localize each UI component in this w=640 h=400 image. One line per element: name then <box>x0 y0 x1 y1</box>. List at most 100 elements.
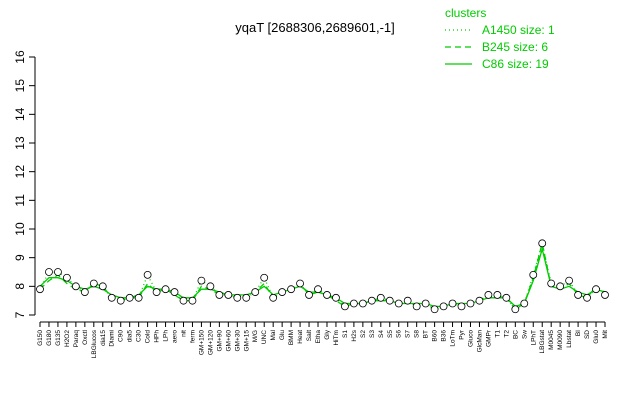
data-point <box>116 296 125 305</box>
data-point <box>197 276 206 285</box>
data-point <box>215 291 224 299</box>
x-tick-label: S4 <box>378 330 385 338</box>
data-point <box>170 288 179 296</box>
data-point <box>89 279 98 288</box>
cluster-line <box>39 243 606 311</box>
x-tick-label: M/G <box>252 330 259 342</box>
legend-label: A1450 size: 1 <box>482 23 555 37</box>
x-tick-label: M0090 <box>557 330 564 350</box>
data-point <box>448 299 457 308</box>
x-tick-label: S3 <box>369 330 376 338</box>
y-tick-label: 16 <box>13 50 27 64</box>
data-point <box>36 285 44 294</box>
data-point <box>125 293 134 302</box>
data-point <box>385 296 394 305</box>
data-point <box>341 302 349 311</box>
x-tick-label: Salt <box>306 330 313 341</box>
data-point <box>529 270 538 279</box>
data-point <box>63 273 71 282</box>
data-point <box>296 279 304 288</box>
data-point <box>287 285 296 294</box>
x-tick-label: GM+15 <box>243 330 250 352</box>
x-tick-label: B36 <box>441 330 448 342</box>
x-tick-label: nit <box>180 330 187 337</box>
x-tick-label: LoTm <box>450 330 457 347</box>
data-point <box>367 296 376 305</box>
data-point <box>269 293 278 302</box>
x-tick-label: G150 <box>37 330 44 346</box>
data-point <box>358 299 367 308</box>
x-tick-label: HiTm <box>333 330 340 346</box>
data-point <box>278 288 287 296</box>
x-tick-label: S1 <box>342 330 349 338</box>
x-tick-label: BC <box>512 330 519 339</box>
data-point <box>349 299 358 308</box>
x-tick-label: GM+90 <box>216 330 223 352</box>
data-point <box>475 296 484 305</box>
data-point <box>394 299 403 308</box>
data-point <box>403 296 412 305</box>
legend-label: C86 size: 19 <box>482 57 549 71</box>
x-tick-label: GM+150 <box>198 330 205 355</box>
data-point <box>457 302 466 311</box>
data-point <box>466 299 475 308</box>
x-tick-label: Mit <box>602 330 609 339</box>
x-tick-label: Gluco <box>467 330 474 347</box>
chart-title: yqaT [2688306,2689601,-1] <box>235 20 395 35</box>
y-tick-label: 13 <box>13 136 27 150</box>
data-point <box>556 282 565 291</box>
data-point <box>484 291 493 299</box>
data-point <box>80 288 89 296</box>
data-point <box>439 302 448 311</box>
data-point <box>71 282 80 291</box>
data-point <box>251 288 260 296</box>
data-point <box>430 305 439 314</box>
x-tick-label: Etha <box>315 330 322 344</box>
data-point <box>233 293 242 302</box>
data-point <box>224 291 233 299</box>
data-point <box>592 285 600 294</box>
x-tick-label: Glu <box>279 330 286 341</box>
x-tick-label: Oxctl <box>82 329 89 344</box>
x-tick-label: T2 <box>503 330 510 338</box>
x-tick-label: S2 <box>360 330 367 338</box>
x-tick-label: Heat <box>297 330 304 344</box>
legend-title: clusters <box>445 6 486 20</box>
x-tick-label: HPh <box>154 330 161 343</box>
y-tick-label: 7 <box>13 311 27 318</box>
x-tick-label: GMPr <box>485 329 492 347</box>
x-tick-label: Mal <box>270 329 277 340</box>
data-point <box>421 299 430 308</box>
x-tick-label: dia15 <box>100 330 107 346</box>
x-tick-label: BT <box>423 330 430 338</box>
x-tick-label: S5 <box>387 330 394 338</box>
x-tick-label: Lbstat <box>566 330 573 348</box>
data-point <box>323 291 331 299</box>
x-tick-label: Pyr <box>459 329 466 340</box>
x-tick-label: S7 <box>405 330 412 338</box>
y-tick-label: 14 <box>13 107 27 121</box>
data-point <box>260 273 269 282</box>
y-tick-label: 9 <box>13 254 27 261</box>
y-tick-label: 10 <box>13 222 27 236</box>
data-point <box>538 239 547 248</box>
x-tick-label: Cold <box>145 330 152 344</box>
x-tick-label: LBGlucos <box>91 329 98 358</box>
y-tick-label: 15 <box>13 79 27 93</box>
x-tick-label: Gly <box>324 329 331 340</box>
data-point <box>502 293 511 302</box>
x-tick-label: M0045 <box>548 330 555 350</box>
x-tick-label: BMM <box>288 330 295 345</box>
x-tick-label: Paraq <box>73 330 80 348</box>
data-point <box>134 293 143 302</box>
x-tick-label: GM+30 <box>234 330 241 352</box>
x-tick-label: aero <box>172 330 179 343</box>
data-point <box>107 293 116 302</box>
x-tick-label: H2s <box>351 329 358 341</box>
data-point <box>376 293 385 302</box>
data-point <box>314 285 322 294</box>
x-tick-label: LPhT <box>530 330 537 346</box>
x-tick-label: GM+60 <box>225 330 232 352</box>
x-tick-label: H2O2 <box>64 330 71 347</box>
